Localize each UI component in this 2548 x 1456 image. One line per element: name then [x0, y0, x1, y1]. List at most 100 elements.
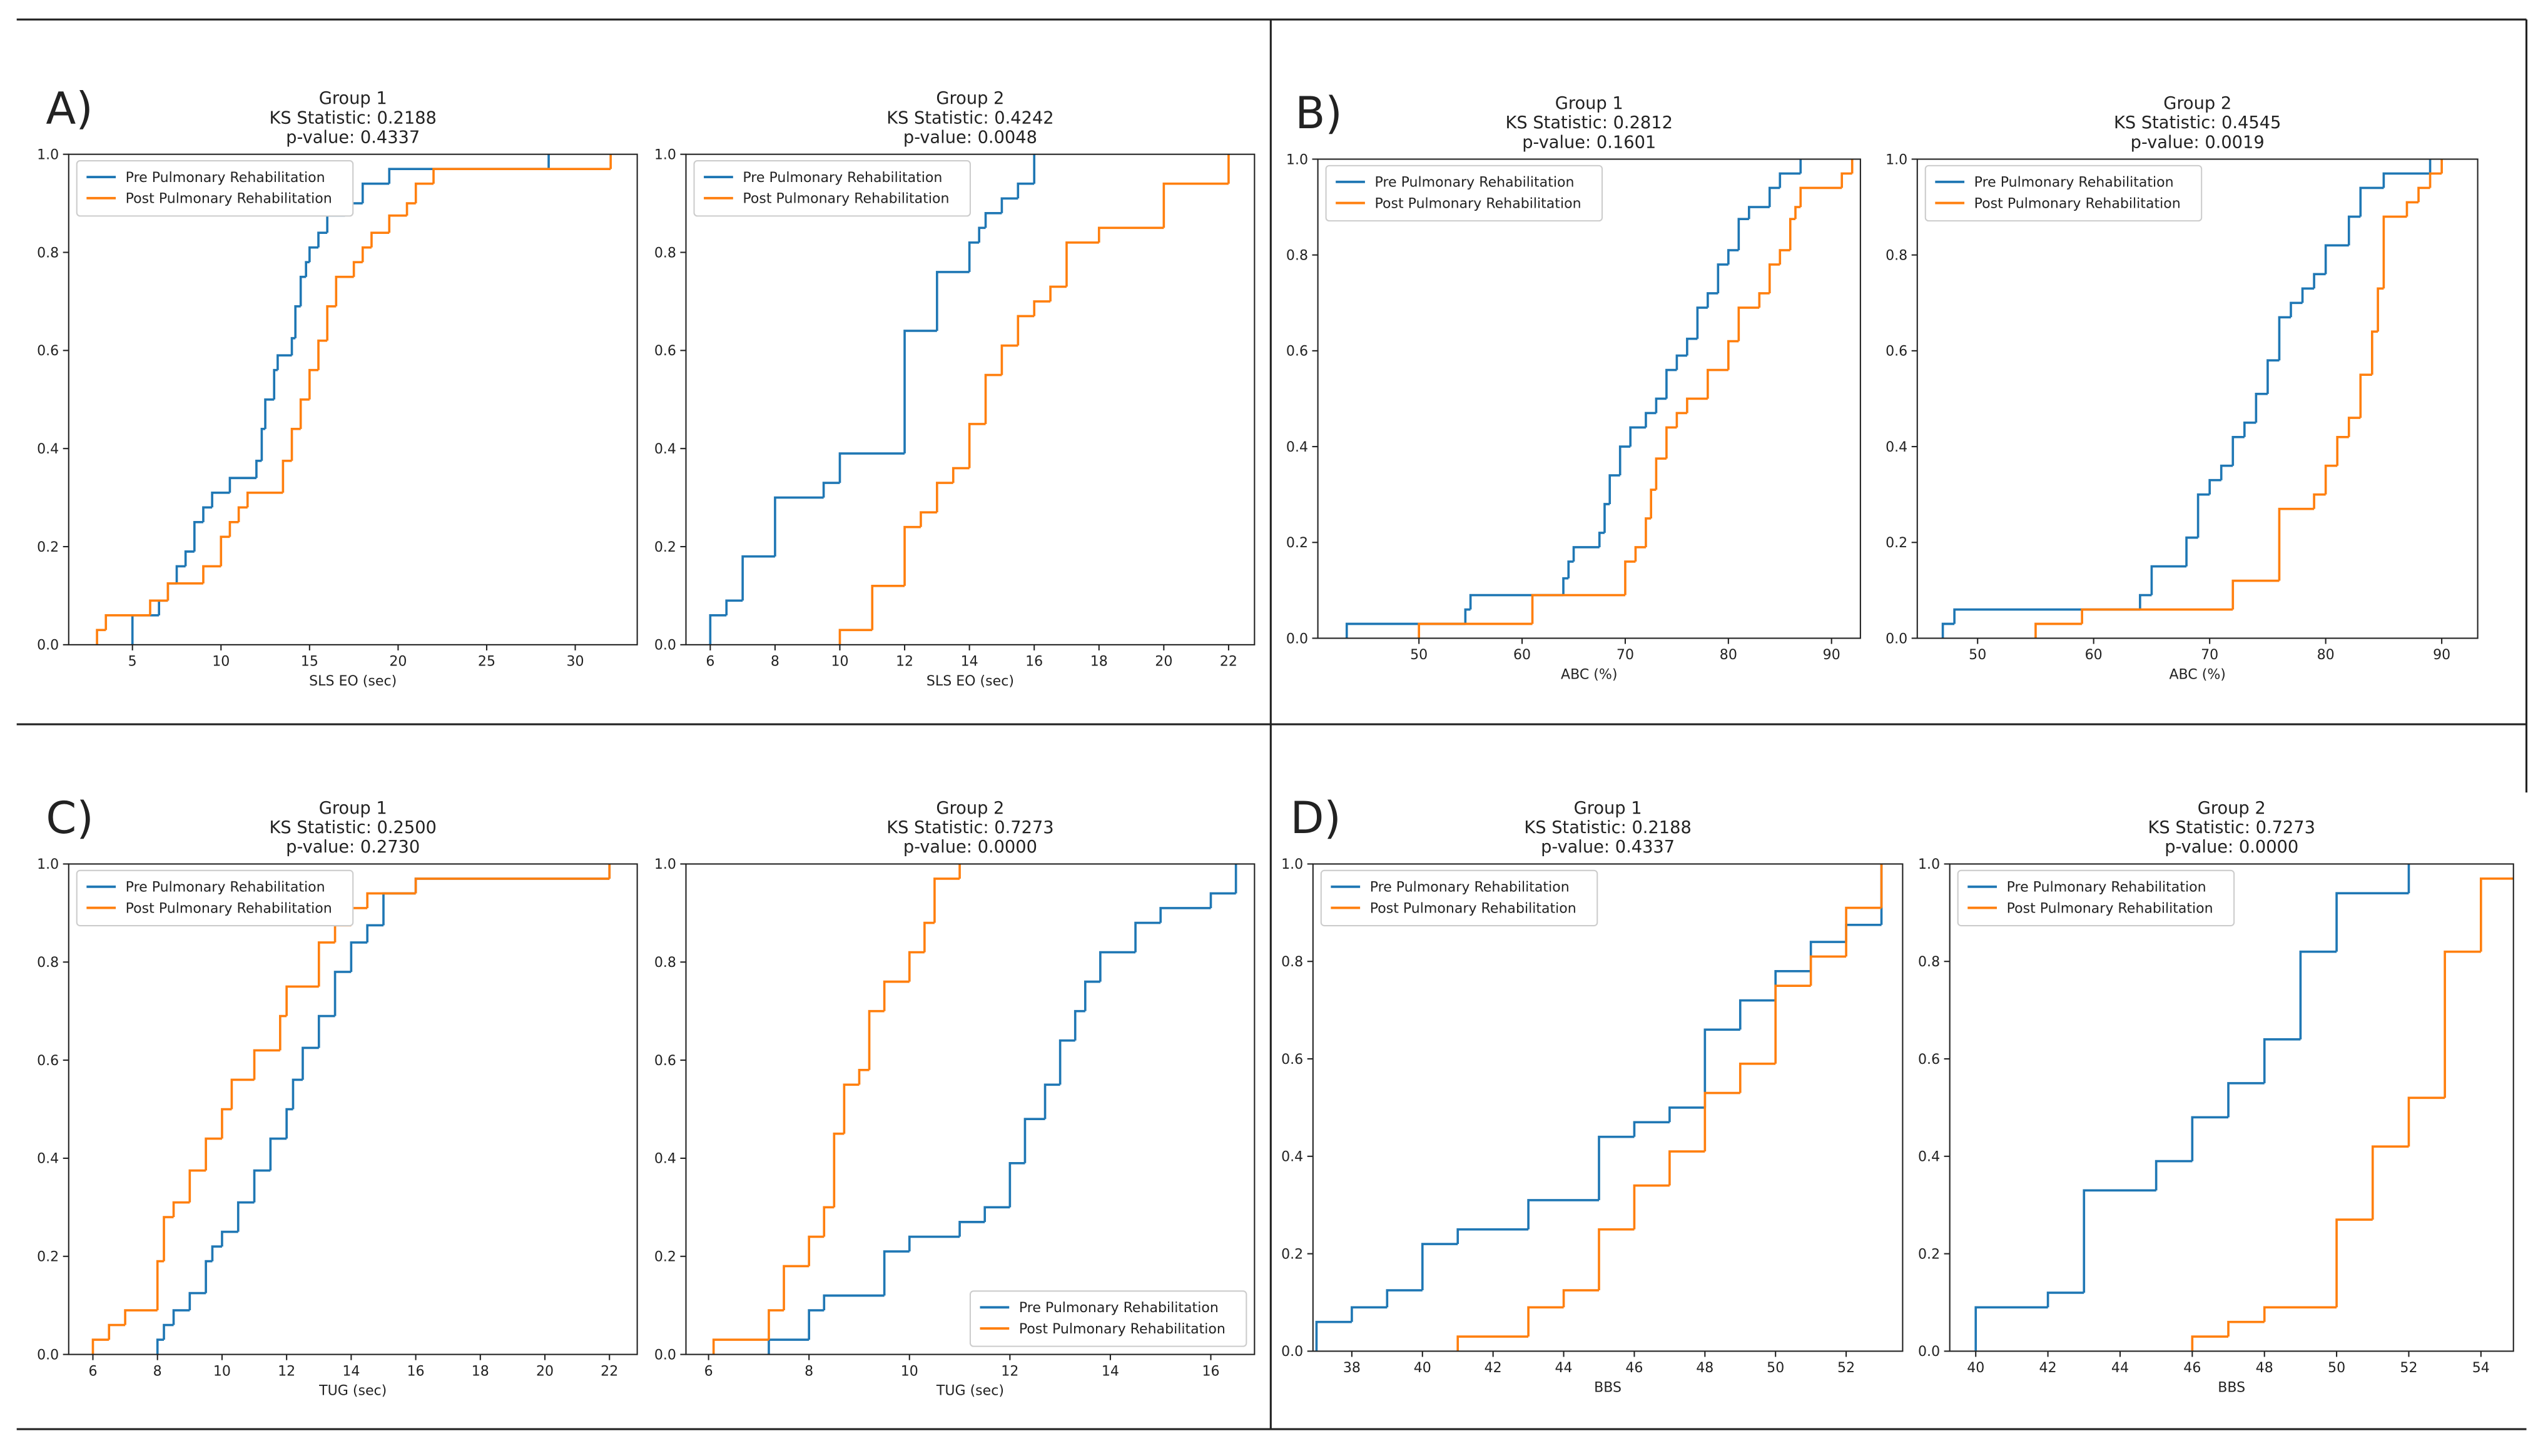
ecdf-step — [2417, 186, 2430, 203]
axes-frame — [1949, 863, 2514, 1352]
y-tick-label: 0.0 — [1886, 631, 1907, 647]
panel-label: B) — [1295, 88, 1342, 139]
ecdf-step — [936, 271, 970, 331]
ecdf-step — [2255, 392, 2268, 423]
subplot-stat: KS Statistic: 0.2500 — [270, 818, 437, 837]
ecdf-step — [2444, 950, 2481, 1098]
ecdf-step — [984, 211, 1002, 228]
ecdf-step — [1747, 206, 1770, 220]
ecdf-step — [91, 1338, 109, 1355]
legend-label: Pre Pulmonary Rehabilitation — [126, 170, 325, 186]
ecdf-step — [1703, 1028, 1740, 1108]
ecdf-step — [2196, 493, 2210, 538]
x-tick-label: 16 — [1202, 1363, 1219, 1379]
x-tick-label: 40 — [1967, 1360, 1984, 1376]
axes-frame — [1916, 158, 2479, 639]
x-tick-label: 60 — [2085, 647, 2103, 663]
ecdf-step — [388, 214, 407, 233]
ecdf-step — [335, 275, 354, 306]
ecdf-step — [1315, 1320, 1352, 1352]
x-tick-label: 15 — [301, 654, 318, 670]
ecdf-step — [2150, 565, 2187, 595]
subplot-stat: p-value: 0.4337 — [1541, 837, 1675, 857]
y-tick-label: 0.0 — [1286, 631, 1308, 647]
y-tick-label: 0.6 — [1918, 1052, 1940, 1068]
ecdf-step — [2034, 622, 2083, 639]
ecdf-step — [228, 521, 239, 537]
ecdf-step — [246, 491, 283, 508]
ecdf-step — [1043, 1083, 1060, 1120]
ecdf-step — [1645, 517, 1652, 547]
ecdf-step — [2347, 215, 2361, 246]
legend-label: Pre Pulmonary Rehabilitation — [2007, 880, 2206, 896]
x-tick-label: 48 — [1696, 1360, 1713, 1376]
ecdf-step — [253, 1169, 271, 1203]
ecdf-step — [2347, 417, 2361, 437]
ecdf-step — [783, 1265, 810, 1311]
ecdf-step — [883, 980, 910, 1011]
x-tick-label: 14 — [342, 1363, 360, 1379]
ecdf-step — [175, 565, 186, 584]
ecdf-step — [2191, 1116, 2229, 1161]
ecdf-step — [2278, 316, 2292, 361]
ecdf-step — [709, 614, 727, 645]
x-tick-label: 10 — [901, 1363, 918, 1379]
axes-frame — [68, 863, 638, 1355]
ecdf-step — [2155, 1160, 2193, 1191]
ecdf-step — [2227, 1320, 2265, 1337]
y-tick-label: 0.0 — [1281, 1344, 1303, 1360]
axes-frame — [68, 153, 638, 645]
legend-box — [969, 1290, 1247, 1347]
y-tick-label: 0.4 — [1286, 440, 1308, 455]
ecdf-step — [290, 336, 296, 356]
x-tick-label: 52 — [2400, 1360, 2417, 1376]
legend-box — [1924, 164, 2203, 222]
ecdf-step — [1707, 292, 1718, 308]
subplot-title: Group 1 — [1555, 94, 1623, 113]
y-tick-label: 1.0 — [1886, 152, 1907, 168]
x-tick-label: 50 — [1767, 1360, 1784, 1376]
legend-label: Post Pulmonary Rehabilitation — [743, 191, 949, 207]
ecdf-step — [308, 246, 318, 263]
y-tick-label: 1.0 — [1281, 857, 1303, 872]
legend-label: Post Pulmonary Rehabilitation — [1974, 196, 2181, 211]
ecdf-step — [299, 398, 310, 429]
y-tick-label: 0.2 — [654, 540, 676, 555]
subplot-title: Group 2 — [936, 89, 1004, 108]
x-axis-label: ABC (%) — [2169, 667, 2225, 682]
y-tick-label: 0.0 — [654, 1347, 676, 1363]
subplot-stat: KS Statistic: 0.2812 — [1506, 113, 1673, 133]
subplot-stat: p-value: 0.4337 — [286, 128, 420, 148]
ecdf-step — [823, 1206, 835, 1237]
ecdf-step — [1727, 340, 1739, 370]
ecdf-step — [1608, 474, 1620, 504]
ecdf-step — [279, 1014, 287, 1051]
subplot-stat: KS Statistic: 0.4242 — [886, 108, 1053, 128]
ecdf-step — [2139, 594, 2152, 610]
ecdf-step — [2081, 608, 2233, 624]
x-tick-label: 42 — [2039, 1360, 2057, 1376]
x-tick-label: 40 — [1414, 1360, 1431, 1376]
ecdf-step — [264, 398, 275, 429]
subplot-stat: p-value: 0.0048 — [903, 128, 1037, 148]
y-tick-label: 0.8 — [1886, 248, 1907, 263]
y-tick-label: 0.0 — [37, 1347, 59, 1363]
ecdf-step — [1633, 1121, 1670, 1137]
ecdf-step — [104, 614, 151, 630]
ecdf-step — [305, 261, 310, 277]
ecdf-step — [1789, 218, 1796, 251]
y-tick-label: 0.2 — [37, 1250, 59, 1265]
ecdf-step — [1696, 306, 1708, 339]
y-tick-label: 1.0 — [37, 857, 59, 872]
ecdf-step — [188, 1169, 206, 1203]
ecdf-step — [1421, 1243, 1458, 1291]
y-tick-label: 0.8 — [654, 245, 676, 261]
ecdf-step — [2377, 287, 2384, 332]
ecdf-step — [166, 582, 203, 601]
ecdf-step — [2371, 1145, 2409, 1220]
legend-label: Post Pulmonary Rehabilitation — [2007, 901, 2213, 916]
ecdf-step — [968, 423, 986, 468]
